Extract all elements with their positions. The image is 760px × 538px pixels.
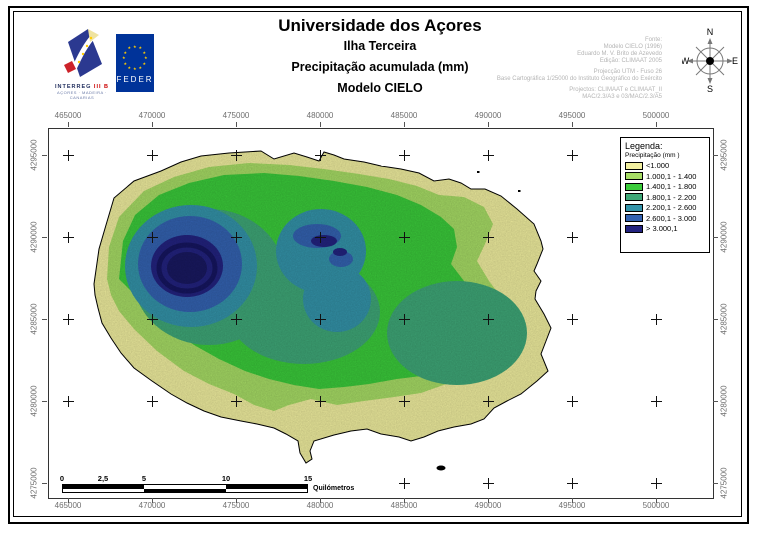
legend-item-label: > 3.000,1 (646, 224, 678, 233)
source-group-projection: Projecção UTM - Fuso 26 Base Cartográfic… (400, 69, 662, 83)
compass-rose-icon: N S W E (682, 27, 738, 93)
scale-bar-segment (63, 485, 145, 489)
compass-east-label: E (732, 56, 738, 66)
legend-item: 2.600,1 - 3.000 (625, 213, 705, 223)
scale-bar-number: 10 (221, 474, 231, 483)
legend-items: <1.000 1.000,1 - 1.400 1.400,1 - 1.800 1.80… (625, 161, 705, 233)
scale-bar-segment (225, 488, 307, 492)
scale-bar-segment (63, 488, 145, 492)
source-line: Fonte: (644, 37, 662, 43)
compass-west-label: W (682, 56, 690, 66)
scale-bar-number: 15 (303, 474, 313, 483)
source-line: Edição: CLIMAAT 2005 (599, 58, 662, 64)
eu-star-icon: ★ (138, 64, 143, 70)
eu-star-icon: ★ (138, 45, 143, 51)
legend-item-label: <1.000 (646, 161, 670, 170)
eu-star-icon: ★ (122, 55, 126, 60)
legend-title: Legenda: (625, 141, 663, 151)
eu-star-icon: ★ (133, 44, 137, 49)
map-legend: Legenda: Precipitação (mm ) <1.000 1.000,… (620, 137, 710, 253)
interreg-name-main: INTERREG (54, 84, 92, 90)
terceira-island-map (93, 150, 552, 471)
page-border-inner (13, 11, 742, 517)
eu-star-icon: ★ (123, 60, 128, 66)
legend-item-label: 1.000,1 - 1.400 (646, 171, 697, 181)
source-line: Modelo CIELO (1996) (603, 44, 662, 50)
interreg-regions: AÇORES · MADEIRA · CANARIAS (57, 90, 107, 100)
legend-item-label: 2.200,1 - 2.600 (646, 203, 697, 212)
legend-item: > 3.000,1 (625, 224, 705, 233)
legend-swatch (625, 224, 643, 233)
compass-north-label: N (707, 27, 714, 37)
map-area (48, 128, 714, 499)
interreg-sail-icon (64, 29, 102, 77)
source-line: Base Cartográfica 1/25000 do Instituto G… (496, 76, 662, 82)
scale-bar-segment (144, 488, 226, 492)
scale-bar: Quilómetros 0 2,5 5 10 15 (55, 471, 354, 498)
coastline (93, 150, 552, 464)
scale-bar-row-top (63, 485, 307, 489)
interreg-edition: III B (93, 84, 110, 90)
interreg-name: INTERREG III B (50, 84, 114, 90)
scale-bar-number: 0 (59, 474, 65, 483)
legend-swatch (625, 161, 643, 170)
source-line: MAC/2.3/A3 e 03/MAC/2.3/A5 (582, 94, 662, 100)
legend-subtitle: Precipitação (mm ) (625, 152, 680, 159)
legend-swatch (625, 203, 643, 212)
feder-logo: ★ ★ ★ ★ ★ ★ ★ ★ ★ ★ ★ ★ FEDER (116, 34, 154, 92)
source-line: Projecção UTM - Fuso 26 (593, 69, 662, 75)
scale-bar-unit: Quilómetros (313, 485, 355, 492)
legend-item-label: 2.600,1 - 3.000 (646, 213, 697, 223)
feder-label: FEDER (116, 75, 154, 84)
scale-bar-row-bottom (63, 488, 307, 492)
scale-bar-segment (144, 485, 226, 489)
compass-south-label: S (707, 84, 713, 93)
source-line: Projectos: CLIMAAT e CLIMAAT_II (569, 87, 662, 93)
legend-item: 1.800,1 - 2.200 (625, 192, 705, 202)
legend-item: 2.200,1 - 2.600 (625, 203, 705, 212)
eu-star-icon: ★ (133, 66, 137, 71)
legend-item: 1.400,1 - 1.800 (625, 182, 705, 191)
islet-cabras (436, 465, 446, 471)
eu-star-icon: ★ (123, 49, 128, 55)
interreg-logo: INTERREG III B AÇORES · MADEIRA · CANARI… (50, 26, 114, 100)
legend-item: 1.000,1 - 1.400 (625, 171, 705, 181)
legend-swatch (625, 182, 643, 191)
legend-item: <1.000 (625, 161, 705, 170)
source-info: Fonte: Modelo CIELO (1996) Eduardo M. V.… (400, 37, 662, 105)
legend-swatch (625, 214, 643, 222)
source-line: Eduardo M. V. Brito de Azevedo (577, 51, 662, 57)
legend-item-label: 1.800,1 - 2.200 (646, 192, 697, 202)
islet-speck (518, 190, 521, 192)
title-block: Universidade dos Açores Ilha Terceira Pr… (180, 16, 580, 95)
legend-swatch (625, 172, 643, 180)
legend-swatch (625, 193, 643, 201)
scale-bar-graphic (62, 484, 308, 493)
eu-star-icon: ★ (144, 55, 148, 60)
island-subtitle: Ilha Terceira (343, 39, 417, 53)
source-group-projects: Projectos: CLIMAAT e CLIMAAT_II MAC/2.3/… (400, 87, 662, 101)
eu-star-icon: ★ (127, 64, 132, 70)
islet-speck (477, 171, 480, 173)
precipitation-zones (94, 151, 551, 463)
model-title: Modelo CIELO (337, 81, 423, 95)
eu-star-icon: ★ (142, 49, 147, 55)
page-title: Universidade dos Açores (278, 16, 482, 35)
scale-bar-number: 2,5 (97, 474, 109, 483)
scale-bar-segment (225, 485, 307, 489)
page-border-outer (8, 6, 749, 524)
map-variable-title: Precipitação acumulada (mm) (291, 60, 469, 74)
eu-star-icon: ★ (142, 60, 147, 66)
scale-bar-number: 5 (141, 474, 147, 483)
eu-star-icon: ★ (127, 45, 132, 51)
hillshade-texture (94, 151, 551, 463)
source-group-fonte: Fonte: Modelo CIELO (1996) Eduardo M. V.… (400, 37, 662, 65)
legend-item-label: 1.400,1 - 1.800 (646, 182, 697, 191)
